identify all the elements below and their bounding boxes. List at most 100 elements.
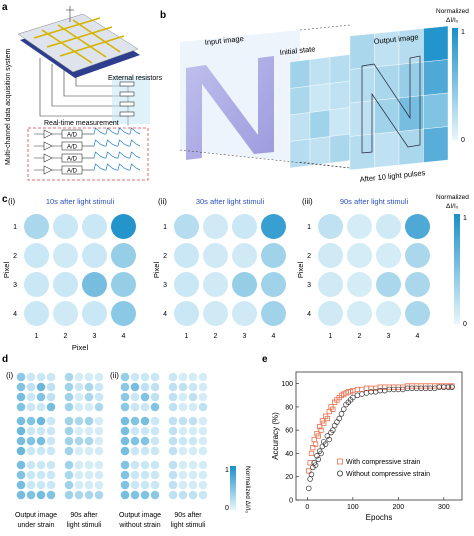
pattern-dot	[168, 460, 178, 470]
pixel-bubble	[174, 214, 199, 239]
pattern-dot	[46, 436, 56, 446]
pixel-bubble	[111, 243, 136, 268]
pattern-dot	[198, 402, 208, 412]
y-axis-label: Pixel	[296, 262, 305, 279]
amplifier-icon	[43, 165, 53, 175]
adc-label: A/D	[67, 157, 78, 163]
colorbar-b-max: 1	[461, 29, 465, 36]
subpanel-c-roman: (i)	[8, 197, 15, 206]
measurement-label: Real-time measurement	[44, 120, 119, 127]
y-tick-label: 4	[163, 311, 167, 318]
pattern-dot	[150, 392, 160, 402]
pattern-dot	[188, 426, 198, 436]
pattern-dot	[46, 446, 56, 456]
pattern-dot	[74, 460, 84, 470]
y-tick-label: 4	[13, 311, 17, 318]
no-strain-data-point	[336, 415, 342, 422]
subpanel-c-roman: (ii)	[158, 197, 167, 206]
x-tick-label: 2	[214, 333, 218, 340]
pattern-dot	[94, 490, 104, 500]
amplifier-icon	[43, 153, 53, 163]
pattern-dot	[188, 416, 198, 426]
device-top	[17, 13, 139, 73]
pattern-dot	[46, 480, 56, 490]
colorbar-c-max: 1	[463, 215, 467, 222]
pattern-dot	[140, 480, 150, 490]
strain-data-point	[321, 420, 327, 426]
pattern-dot	[64, 436, 74, 446]
pixel-bubble	[232, 214, 257, 239]
pixel-bubble	[24, 272, 49, 297]
strain-data-point	[315, 433, 321, 439]
pattern-dot	[94, 436, 104, 446]
x-tick-label: 1	[35, 333, 39, 340]
caption-right-line2: light stimuli	[67, 522, 102, 529]
y-tick-label: 60	[285, 428, 293, 435]
y-tick-label: 40	[285, 451, 293, 458]
pattern-dot	[84, 470, 94, 480]
pattern-dot	[64, 470, 74, 480]
colorbar-d-title: Normalized ΔI/I₀	[244, 466, 251, 513]
pattern-dot	[150, 416, 160, 426]
pattern-dot	[150, 436, 160, 446]
pixel-bubble	[111, 214, 136, 239]
pixel-bubble	[203, 272, 228, 297]
colorbar-b-title-1: Normalized	[436, 8, 469, 15]
no-strain-data-point	[441, 384, 447, 390]
pattern-dot	[198, 446, 208, 456]
initial-state-cell	[329, 54, 351, 84]
pattern-dot	[140, 382, 150, 392]
pixel-bubble	[261, 243, 286, 268]
pattern-dot	[120, 490, 130, 500]
pattern-dot	[150, 460, 160, 470]
pixel-bubble	[82, 214, 107, 239]
pattern-dot	[120, 382, 130, 392]
x-tick-label: 4	[122, 333, 126, 340]
pixel-bubble	[82, 301, 107, 326]
pattern-dot	[150, 426, 160, 436]
pattern-dot	[120, 392, 130, 402]
legend-entry: With compressive strain	[346, 459, 420, 466]
pattern-dot	[120, 460, 130, 470]
pixel-bubble	[261, 214, 286, 239]
pixel-bubble	[24, 243, 49, 268]
pattern-dot	[178, 480, 188, 490]
pattern-dot	[64, 446, 74, 456]
legend-entry: Without compressive strain	[346, 471, 430, 478]
panel-b: b Input image Initial state Output image…	[160, 8, 469, 184]
strain-data-point	[308, 450, 315, 457]
no-strain-data-point	[331, 422, 338, 429]
pattern-dot	[84, 372, 94, 382]
pattern-dot	[26, 460, 36, 470]
legend-marker-circle	[336, 470, 343, 477]
pattern-dot	[94, 470, 104, 480]
no-strain-data-point	[326, 436, 332, 443]
initial-state-cell	[289, 138, 311, 169]
pixel-bubble	[376, 272, 401, 297]
pattern-dot	[94, 426, 104, 436]
y-tick-label: 1	[307, 224, 311, 231]
pattern-dot	[36, 372, 46, 382]
strain-data-point	[318, 427, 324, 433]
pixel-bubble	[232, 243, 257, 268]
pattern-dot	[130, 382, 140, 392]
pattern-dot	[130, 436, 140, 446]
initial-state-cell	[329, 133, 351, 164]
pattern-dot	[16, 490, 26, 500]
initial-state-cell	[309, 136, 331, 166]
x-tick-label: 1	[185, 333, 189, 340]
pattern-dot	[130, 470, 140, 480]
pattern-dot	[130, 490, 140, 500]
colorbar-d	[230, 466, 236, 510]
y-tick-label: 3	[13, 282, 17, 289]
pixel-bubble	[24, 214, 49, 239]
strain-data-point	[354, 386, 360, 393]
pixel-bubble	[203, 301, 228, 326]
no-strain-data-point	[330, 427, 336, 433]
no-strain-data-point	[363, 390, 370, 396]
pixel-bubble	[347, 301, 372, 326]
pattern-dot	[36, 426, 46, 436]
pattern-dot	[168, 402, 178, 412]
pixel-bubble	[82, 243, 107, 268]
output-image-cell	[423, 92, 449, 130]
